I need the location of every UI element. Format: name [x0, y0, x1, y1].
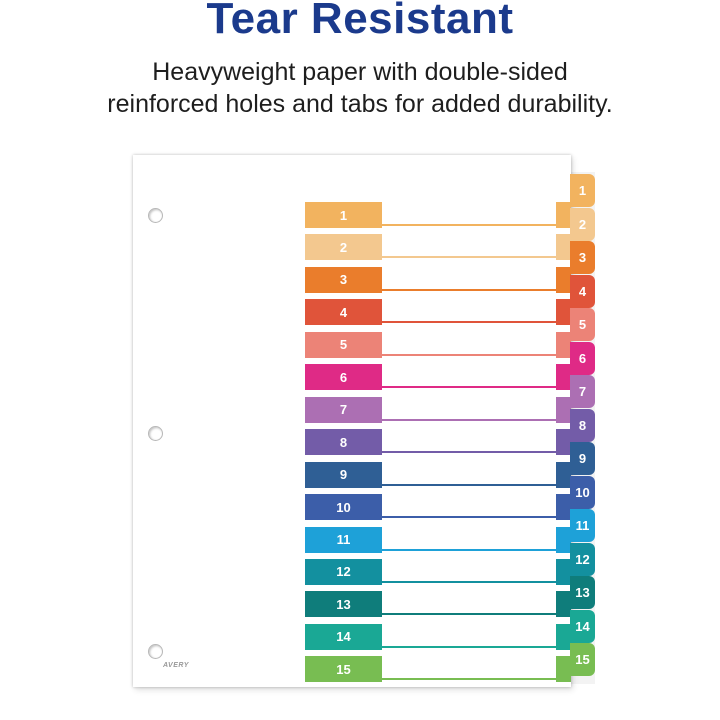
side-tab: 9: [570, 442, 595, 475]
side-tab: 14: [570, 609, 595, 643]
punch-hole-middle: [148, 426, 163, 441]
row-number-box: 12: [305, 558, 382, 585]
punch-hole-top: [148, 208, 163, 223]
row-end-strip: [556, 364, 571, 391]
row-number-box: 9: [305, 461, 382, 488]
row-write-line: [382, 624, 556, 648]
row-number-box: 11: [305, 526, 382, 553]
index-row: 11: [133, 526, 571, 553]
side-tab: 10: [570, 475, 595, 509]
row-end-strip: [556, 429, 571, 456]
index-row: 10: [133, 494, 571, 521]
row-end-strip: [556, 656, 571, 683]
row-number-box: 8: [305, 429, 382, 456]
row-number-box: 4: [305, 299, 382, 326]
row-write-line: [382, 559, 556, 583]
row-end-strip: [556, 202, 571, 228]
index-row: 5: [133, 331, 571, 358]
row-end-strip: [556, 331, 571, 358]
punch-hole-bottom: [148, 644, 163, 659]
row-write-line: [382, 234, 556, 259]
row-number-box: 13: [305, 591, 382, 618]
row-number-box: 3: [305, 266, 382, 293]
row-write-line: [382, 656, 556, 681]
index-row: 12: [133, 558, 571, 585]
index-row: 1: [133, 202, 571, 228]
row-number-box: 6: [305, 364, 382, 391]
row-number-box: 5: [305, 331, 382, 358]
headline: Tear Resistant: [206, 0, 514, 43]
row-write-line: [382, 591, 556, 616]
row-end-strip: [556, 299, 571, 326]
row-end-strip: [556, 396, 571, 423]
index-row: 15: [133, 656, 571, 683]
index-row: 9: [133, 461, 571, 488]
side-tab: 1: [570, 174, 595, 207]
row-end-strip: [556, 526, 571, 553]
side-tab: 13: [570, 576, 595, 609]
index-row: 14: [133, 623, 571, 650]
side-tab: 4: [570, 274, 595, 308]
divider-sheet: AVERY 1 2 3 4 5 6 7 8 9 10 11 12 13 14 15: [133, 155, 571, 687]
row-number-box: 15: [305, 656, 382, 683]
index-row: 8: [133, 429, 571, 456]
row-write-line: [382, 494, 556, 519]
side-tab: 15: [570, 643, 595, 676]
side-tab: 6: [570, 341, 595, 375]
row-end-strip: [556, 461, 571, 488]
side-tab: 11: [570, 509, 595, 542]
row-write-line: [382, 202, 556, 226]
index-row: 6: [133, 364, 571, 391]
index-row: 13: [133, 591, 571, 618]
row-write-line: [382, 527, 556, 551]
row-write-line: [382, 364, 556, 389]
row-end-strip: [556, 558, 571, 585]
side-tab: 7: [570, 375, 595, 408]
row-write-line: [382, 462, 556, 486]
row-end-strip: [556, 623, 571, 650]
row-write-line: [382, 267, 556, 291]
subheading-line-2: reinforced holes and tabs for added dura…: [107, 90, 613, 118]
row-write-line: [382, 299, 556, 324]
index-row: 7: [133, 396, 571, 423]
side-tab: 2: [570, 207, 595, 241]
row-number-box: 10: [305, 494, 382, 521]
brand-mark: AVERY: [163, 662, 189, 669]
row-number-box: 7: [305, 396, 382, 423]
side-tab: 3: [570, 241, 595, 274]
row-end-strip: [556, 591, 571, 618]
row-end-strip: [556, 234, 571, 261]
index-row: 3: [133, 266, 571, 293]
side-tab: 12: [570, 542, 595, 576]
row-write-line: [382, 332, 556, 356]
row-number-box: 2: [305, 234, 382, 261]
subheading-line-1: Heavyweight paper with double-sided: [152, 58, 568, 86]
row-end-strip: [556, 494, 571, 521]
row-end-strip: [556, 266, 571, 293]
row-write-line: [382, 397, 556, 421]
row-write-line: [382, 429, 556, 454]
side-tab: 8: [570, 408, 595, 442]
row-number-box: 1: [305, 202, 382, 228]
side-tab: 5: [570, 308, 595, 341]
index-row: 4: [133, 299, 571, 326]
index-row: 2: [133, 234, 571, 261]
row-number-box: 14: [305, 623, 382, 650]
